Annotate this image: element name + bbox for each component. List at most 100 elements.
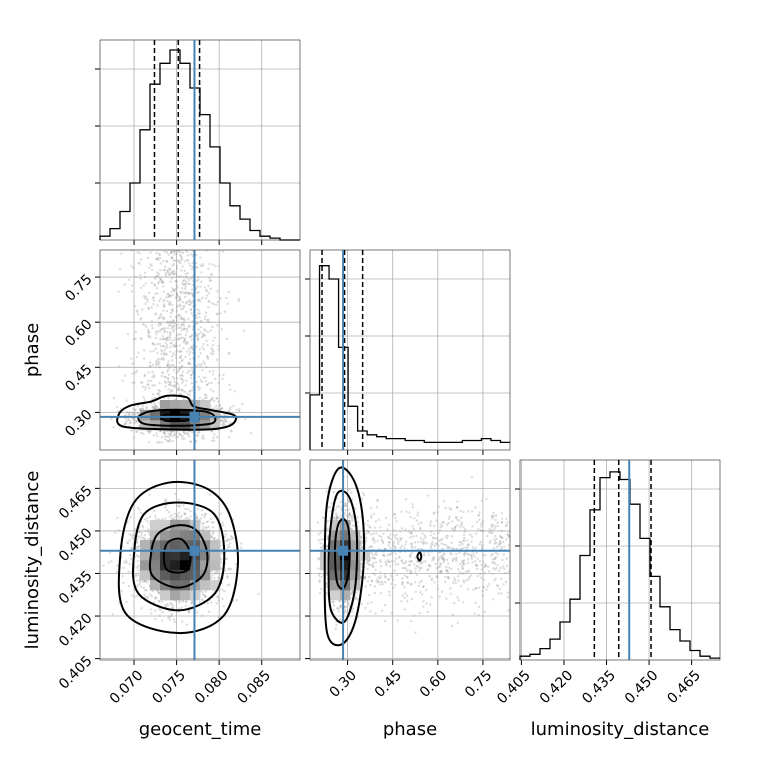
panel-geocent-time-vs-luminosity-distance-sample-point: [130, 534, 133, 537]
panel-geocent-time-vs-phase-sample-point: [163, 351, 166, 355]
panel-geocent-time-vs-phase-sample-point: [169, 431, 173, 435]
panel-geocent-time-vs-phase-sample-point: [144, 388, 147, 391]
panel-geocent-time-vs-phase-sample-point: [174, 344, 177, 347]
panel-geocent-time-vs-phase-sample-point: [144, 282, 147, 285]
panel-geocent-time-vs-phase-sample-point: [196, 338, 200, 341]
panel-geocent-time-vs-phase-sample-point: [168, 338, 171, 342]
panel-geocent-time-vs-luminosity-distance-sample-point: [144, 529, 147, 533]
panel-geocent-time-vs-phase-sample-point: [237, 297, 240, 301]
panel-geocent-time-vs-phase-sample-point: [169, 383, 172, 387]
panel-geocent-time-vs-phase-sample-point: [156, 292, 159, 295]
panel-geocent-time-vs-phase-sample-point: [127, 412, 131, 415]
panel-geocent-time-vs-luminosity-distance-sample-point: [170, 614, 173, 618]
panel-geocent-time-vs-phase-sample-point: [154, 404, 157, 408]
panel-geocent-time-vs-phase-sample-point: [149, 430, 152, 433]
panel-geocent-time-vs-phase-sample-point: [156, 329, 159, 333]
panel-geocent-time-vs-luminosity-distance-sample-point: [210, 521, 214, 524]
panel-geocent-time-vs-phase-contour-0: [137, 408, 217, 427]
panel-geocent-time-vs-phase-sample-point: [183, 437, 186, 440]
panel-geocent-time-vs-luminosity-distance-sample-point: [154, 596, 158, 600]
panel-geocent-time-vs-luminosity-distance-sample-point: [136, 579, 139, 582]
panel-geocent-time-vs-luminosity-distance-sample-point: [125, 561, 128, 564]
panel-geocent-time-vs-phase-sample-point: [175, 292, 179, 295]
panel-geocent-time-vs-luminosity-distance-sample-point: [148, 493, 151, 496]
panel-geocent-time-vs-phase-sample-point: [165, 435, 169, 439]
panel-geocent-time-vs-phase-sample-point: [147, 291, 151, 295]
panel-geocent-time-vs-phase-sample-point: [163, 268, 167, 272]
panel-geocent-time-vs-phase-sample-point: [157, 322, 161, 325]
panel-geocent-time-vs-phase-sample-point: [210, 272, 213, 276]
panel-geocent-time-vs-phase-sample-point: [224, 413, 227, 417]
panel-geocent-time-vs-phase-sample-point: [215, 313, 219, 316]
panel-geocent-time-vs-phase-sample-point: [117, 290, 120, 293]
panel-geocent-time-vs-phase-sample-point: [183, 269, 186, 273]
panel-geocent-time-vs-phase-sample-point: [221, 423, 224, 426]
panel-geocent-time-vs-phase-sample-point: [158, 330, 161, 334]
panel-geocent-time-vs-phase-sample-point: [160, 441, 163, 444]
panel-geocent-time-vs-phase-sample-point: [154, 275, 157, 279]
panel-geocent-time-vs-phase-sample-point: [181, 282, 184, 285]
panel-geocent-time-vs-luminosity-distance-sample-point: [205, 526, 208, 529]
panel-geocent-time-vs-phase-sample-point: [168, 302, 171, 305]
panel-geocent-time-vs-phase-sample-point: [212, 390, 215, 393]
panel-geocent-time-vs-luminosity-distance-sample-point: [146, 528, 150, 531]
panel-geocent-time-vs-phase-sample-point: [158, 314, 162, 317]
panel-geocent-time-vs-phase-sample-point: [172, 364, 175, 367]
panel-geocent-time-vs-phase-sample-point: [148, 334, 151, 338]
panel-geocent-time-vs-phase-sample-point: [204, 311, 208, 314]
panel-geocent-time-vs-phase-sample-point: [197, 375, 201, 378]
panel-geocent-time-vs-phase-sample-point: [135, 419, 138, 423]
panel-geocent-time-vs-phase-sample-point: [148, 365, 152, 368]
panel-geocent-time-vs-phase-sample-point: [177, 314, 180, 318]
panel-geocent-time-vs-luminosity-distance-sample-point: [229, 535, 233, 538]
panel-geocent-time-vs-phase-sample-point: [172, 259, 176, 262]
panel-geocent-time-vs-phase-sample-point: [170, 321, 174, 325]
panel-geocent-time-vs-luminosity-distance-sample-point: [144, 588, 148, 592]
panel-geocent-time-vs-phase-sample-point: [184, 292, 188, 295]
panel-geocent-time-vs-phase-sample-point: [159, 328, 162, 332]
panel-geocent-time-vs-luminosity-distance-sample-point: [201, 591, 204, 594]
panel-geocent-time-vs-phase-sample-point: [202, 332, 205, 336]
panel-geocent-time-vs-phase-sample-point: [165, 309, 169, 313]
panel-geocent-time-vs-phase-sample-point: [186, 250, 189, 254]
panel-geocent-time-vs-phase-sample-point: [181, 374, 184, 378]
panel-geocent-time-vs-phase-sample-point: [95, 401, 97, 403]
panel-geocent-time-vs-phase-sample-point: [182, 317, 186, 320]
panel-geocent-time-vs-phase-sample-point: [153, 284, 157, 288]
panel-geocent-time-vs-phase-sample-point: [152, 374, 156, 377]
panel-geocent-time-vs-phase-sample-point: [151, 406, 154, 410]
panel-geocent-time-vs-phase-sample-point: [210, 429, 214, 433]
panel-geocent-time-vs-phase-sample-point: [195, 440, 198, 443]
panel-geocent-time-vs-phase-sample-point: [186, 254, 190, 257]
panel-geocent-time-vs-luminosity-distance-sample-point: [133, 595, 136, 599]
panel-geocent-time-vs-phase-sample-point: [150, 268, 154, 271]
panel-geocent-time-vs-phase-sample-point: [144, 297, 147, 300]
panel-geocent-time-vs-luminosity-distance-sample-point: [212, 537, 215, 540]
panel-geocent-time-vs-phase-sample-point: [215, 408, 218, 411]
panel-geocent-time-vs-phase-sample-point: [184, 342, 187, 345]
panel-geocent-time-vs-phase-sample-point: [153, 402, 156, 405]
panel-geocent-time-vs-phase-sample-point: [174, 315, 178, 319]
panel-geocent-time-vs-luminosity-distance-sample-point: [170, 513, 174, 517]
panel-geocent-time-vs-phase-sample-point: [216, 290, 219, 293]
panel-geocent-time-vs-phase-sample-point: [165, 344, 169, 347]
panel-geocent-time-vs-phase-sample-point: [162, 357, 165, 360]
panel-geocent-time-vs-phase-sample-point: [167, 439, 170, 443]
panel-geocent-time-vs-phase-sample-point: [136, 251, 139, 254]
panel-geocent-time-vs-phase-sample-point: [209, 388, 213, 391]
panel-geocent-time-vs-luminosity-distance-sample-point: [201, 593, 205, 597]
panel-geocent-time-vs-phase-sample-point: [184, 432, 187, 435]
panel-geocent-time-vs-phase-sample-point: [195, 291, 199, 294]
panel-geocent-time-vs-luminosity-distance-sample-point: [117, 529, 120, 532]
panel-geocent-time-vs-phase-sample-point: [168, 267, 171, 270]
panel-geocent-time-vs-phase-sample-point: [223, 423, 227, 427]
panel-geocent-time-vs-phase-sample-point: [201, 346, 204, 349]
panel-geocent-time-vs-phase-density-cell: [160, 400, 171, 411]
panel-geocent-time-vs-phase-sample-point: [213, 377, 217, 381]
panel-geocent-time-vs-phase-sample-point: [238, 408, 241, 411]
panel-geocent-time-vs-phase-sample-point: [146, 383, 150, 386]
panel-geocent-time-vs-phase-sample-point: [177, 260, 180, 263]
panel-geocent-time-vs-phase-frame: [99, 249, 301, 451]
panel-geocent-time-vs-luminosity-distance-sample-point: [195, 516, 198, 520]
panel-geocent-time-vs-phase-sample-point: [202, 376, 205, 379]
